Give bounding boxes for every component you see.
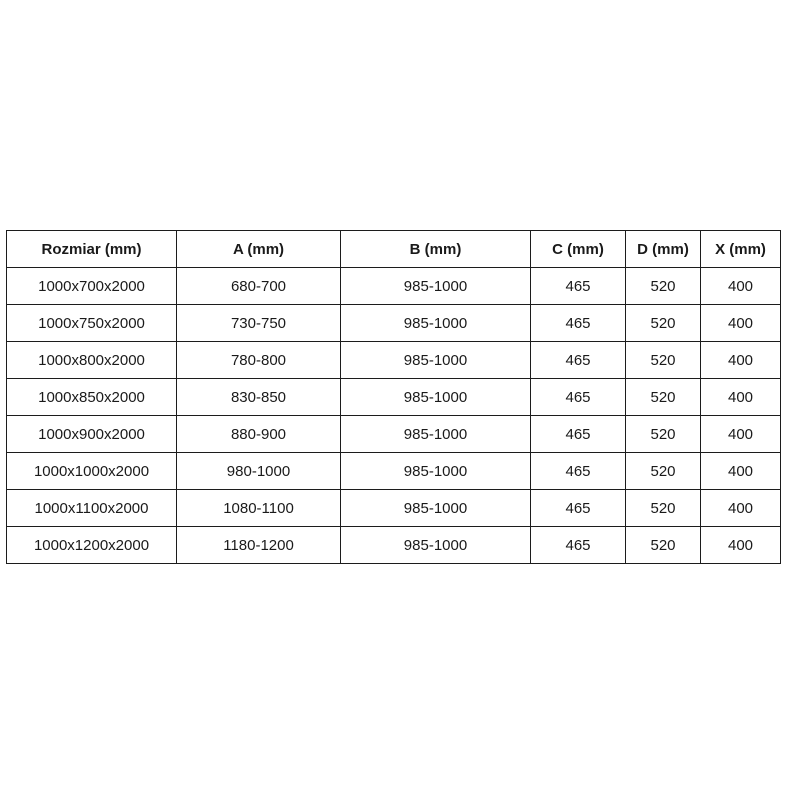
table-cell: 400 [700,378,781,416]
table-cell: 465 [530,526,626,564]
table-cell: 400 [700,489,781,527]
table-cell: 985-1000 [340,452,531,490]
column-header: Rozmiar (mm) [6,230,177,268]
table-cell: 1000x1000x2000 [6,452,177,490]
table-cell: 520 [625,378,701,416]
table-cell: 980-1000 [176,452,341,490]
column-header: B (mm) [340,230,531,268]
table-cell: 985-1000 [340,489,531,527]
table-cell: 465 [530,304,626,342]
table-cell: 985-1000 [340,415,531,453]
column-header: D (mm) [625,230,701,268]
table-cell: 520 [625,415,701,453]
table-cell: 400 [700,526,781,564]
table-row: 1000x700x2000 680-700 985-1000 465 520 400 [6,267,781,305]
table-cell: 465 [530,341,626,379]
table-cell: 1080-1100 [176,489,341,527]
table-row: 1000x850x2000 830-850 985-1000 465 520 400 [6,378,781,416]
table-cell: 1000x1200x2000 [6,526,177,564]
table-row: 1000x1000x2000 980-1000 985-1000 465 520 400 [6,452,781,490]
table-cell: 400 [700,452,781,490]
column-header: C (mm) [530,230,626,268]
table-row: 1000x750x2000 730-750 985-1000 465 520 400 [6,304,781,342]
table-cell: 830-850 [176,378,341,416]
table-row: 1000x800x2000 780-800 985-1000 465 520 400 [6,341,781,379]
table-cell: 400 [700,267,781,305]
table-cell: 1000x900x2000 [6,415,177,453]
table-cell: 1000x1100x2000 [6,489,177,527]
table-cell: 465 [530,267,626,305]
table-cell: 1180-1200 [176,526,341,564]
table-cell: 400 [700,341,781,379]
table-row: 1000x1200x2000 1180-1200 985-1000 465 520 400 [6,526,781,564]
table-cell: 985-1000 [340,267,531,305]
table-row: 1000x900x2000 880-900 985-1000 465 520 400 [6,415,781,453]
table-cell: 520 [625,341,701,379]
table-cell: 520 [625,452,701,490]
table-cell: 880-900 [176,415,341,453]
header-row: Rozmiar (mm) A (mm) B (mm) C (mm) D (mm) X (m… [6,230,781,268]
table-cell: 465 [530,378,626,416]
table-cell: 465 [530,489,626,527]
table-cell: 1000x700x2000 [6,267,177,305]
table-cell: 520 [625,304,701,342]
table-cell: 520 [625,267,701,305]
table-cell: 985-1000 [340,378,531,416]
table-row: 1000x1100x2000 1080-1100 985-1000 465 520 400 [6,489,781,527]
table-cell: 465 [530,415,626,453]
table-cell: 465 [530,452,626,490]
table-cell: 985-1000 [340,526,531,564]
table-cell: 400 [700,304,781,342]
table-cell: 520 [625,526,701,564]
table-cell: 1000x850x2000 [6,378,177,416]
size-spec-table: Rozmiar (mm) A (mm) B (mm) C (mm) D (mm) X (m… [6,230,781,564]
table-body: 1000x700x2000 680-700 985-1000 465 520 400 100… [6,267,781,564]
table-cell: 985-1000 [340,304,531,342]
table-cell: 400 [700,415,781,453]
column-header: X (mm) [700,230,781,268]
table-cell: 680-700 [176,267,341,305]
table-cell: 780-800 [176,341,341,379]
table-cell: 520 [625,489,701,527]
column-header: A (mm) [176,230,341,268]
table-header-row: Rozmiar (mm) A (mm) B (mm) C (mm) D (mm) X (m… [6,230,781,268]
table-cell: 730-750 [176,304,341,342]
table-cell: 1000x750x2000 [6,304,177,342]
table-cell: 985-1000 [340,341,531,379]
table-cell: 1000x800x2000 [6,341,177,379]
